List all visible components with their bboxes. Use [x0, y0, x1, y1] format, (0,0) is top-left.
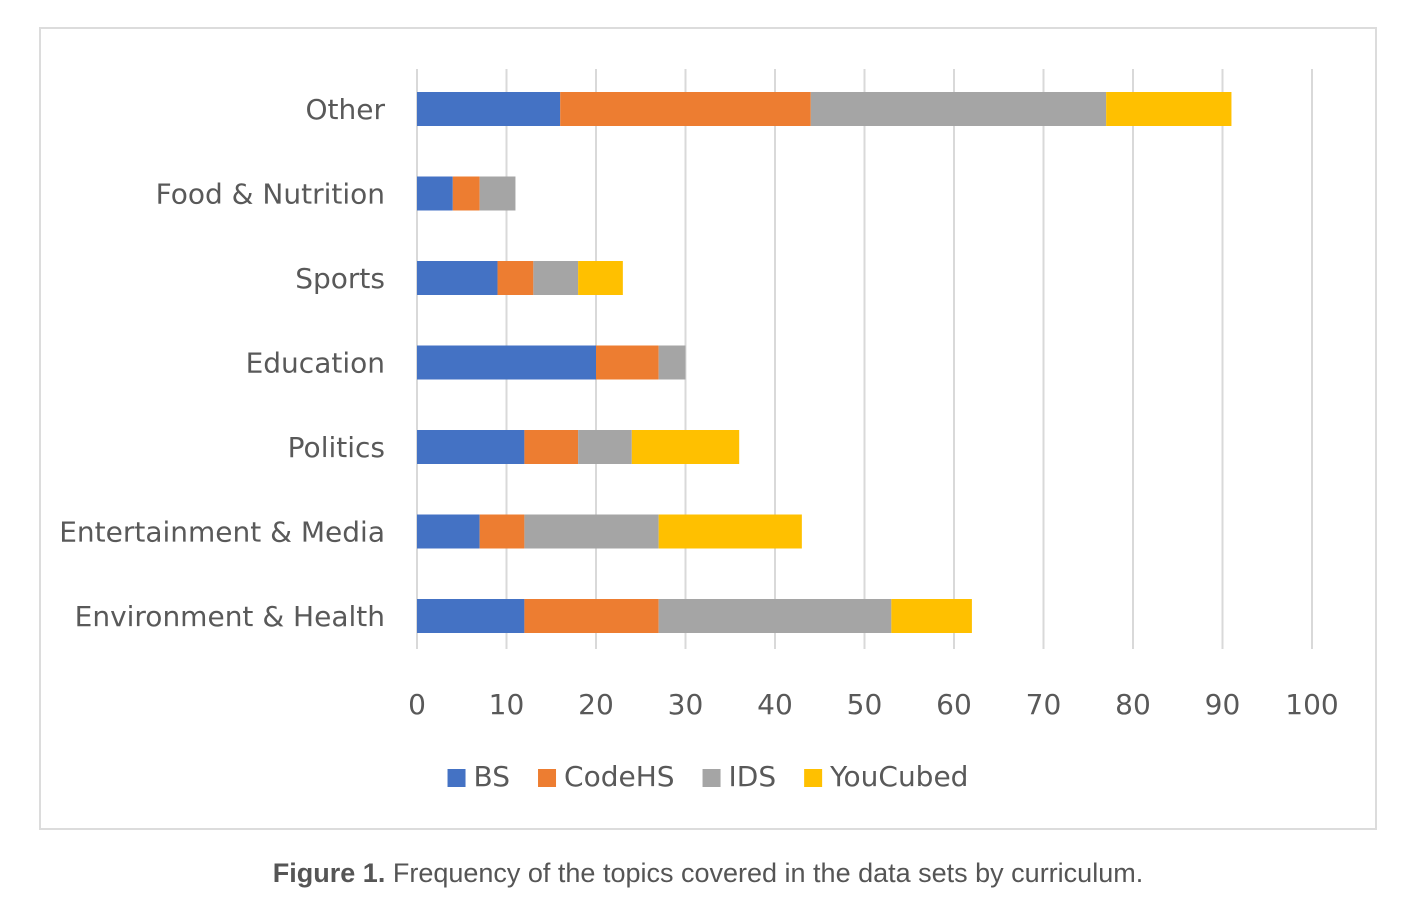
x-tick-label: 20	[578, 688, 614, 721]
category-label: Other	[305, 93, 385, 126]
x-tick-label: 100	[1285, 688, 1338, 721]
bar-segment-bs	[417, 92, 561, 126]
x-tick-labels: 0 10 20 30 40 50 60 70 80 90 100	[408, 688, 1339, 721]
bar-segment-bs	[417, 345, 596, 380]
bar-segment-bs	[417, 599, 525, 633]
bar-segment-bs	[417, 430, 525, 464]
bar-segment-ids	[578, 430, 632, 464]
category-label: Education	[246, 347, 385, 380]
bar-segment-codehs	[524, 599, 659, 633]
x-tick-label: 60	[936, 688, 972, 721]
bar-segment-bs	[417, 514, 480, 549]
category-label: Food & Nutrition	[156, 178, 385, 211]
bar-segment-youcubed	[578, 261, 623, 295]
x-tick-label: 40	[757, 688, 793, 721]
bar-segment-codehs	[560, 92, 811, 126]
bar-segment-ids	[533, 261, 579, 295]
legend-label: YouCubed	[829, 760, 968, 793]
stacked-bar-chart: Other Food & Nutrition Sports Education Poli…	[59, 69, 1339, 793]
category-label: Environment & Health	[75, 600, 385, 633]
legend-swatch-bs	[447, 769, 466, 787]
legend-label: BS	[474, 760, 511, 793]
category-label: Entertainment & Media	[59, 516, 385, 549]
bar-segment-ids	[524, 514, 659, 549]
bar-segment-codehs	[479, 514, 525, 549]
x-tick-label: 80	[1115, 688, 1151, 721]
bar-segment-youcubed	[631, 430, 740, 464]
category-labels: Other Food & Nutrition Sports Education Poli…	[59, 93, 385, 633]
bar-segment-codehs	[596, 345, 659, 380]
legend-label: CodeHS	[564, 760, 675, 793]
legend-label: IDS	[729, 760, 777, 793]
bar-segment-youcubed	[658, 514, 802, 549]
figure-caption: Figure 1. Frequency of the topics covere…	[0, 858, 1416, 889]
legend-swatch-youcubed	[804, 769, 823, 787]
bar-segment-ids	[658, 599, 892, 633]
caption-text: Frequency of the topics covered in the d…	[385, 858, 1144, 888]
category-label: Sports	[295, 262, 385, 295]
legend-swatch-ids	[702, 769, 721, 787]
bar-segment-codehs	[497, 261, 534, 295]
bar-segment-ids	[479, 176, 516, 211]
x-tick-label: 90	[1205, 688, 1241, 721]
bar-segment-ids	[810, 92, 1107, 126]
caption-label: Figure 1.	[272, 858, 386, 888]
bar-segment-bs	[417, 261, 498, 295]
bar-segment-codehs	[452, 176, 480, 211]
category-label: Politics	[288, 431, 385, 464]
x-tick-label: 0	[408, 688, 426, 721]
bar-segment-ids	[658, 345, 686, 380]
bar-segment-codehs	[524, 430, 579, 464]
grid-lines	[416, 69, 1313, 649]
bar-layer	[417, 92, 1232, 633]
legend-swatch-codehs	[538, 769, 557, 787]
bar-segment-youcubed	[891, 599, 972, 633]
bar-segment-bs	[417, 176, 453, 211]
legend: BS CodeHS IDS YouCubed	[447, 760, 968, 793]
x-tick-label: 70	[1026, 688, 1062, 721]
x-tick-label: 10	[489, 688, 525, 721]
x-tick-label: 30	[668, 688, 704, 721]
chart-frame: Other Food & Nutrition Sports Education Poli…	[39, 27, 1377, 830]
bar-segment-youcubed	[1106, 92, 1232, 126]
x-tick-label: 50	[847, 688, 883, 721]
